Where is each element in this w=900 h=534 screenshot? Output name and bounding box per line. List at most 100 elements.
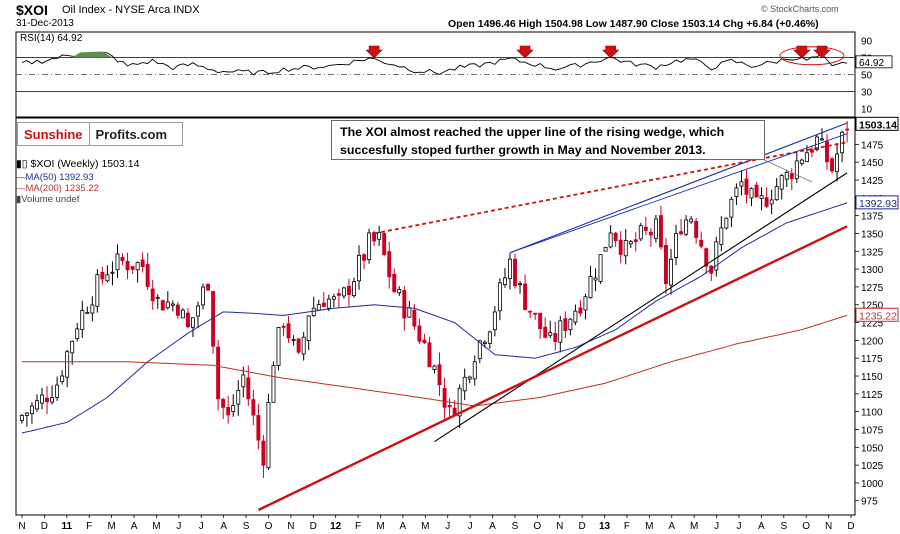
x-tick-label: A: [489, 521, 496, 532]
candle-body: [674, 233, 678, 258]
x-tick-label: J: [199, 521, 204, 532]
candle-body: [482, 341, 487, 344]
x-tick-label: O: [533, 521, 541, 532]
x-tick-label: J: [468, 521, 473, 532]
price-panel: 975 1000 1025 1050 1075 1100 1125 1150 1175 1200 1…: [15, 116, 899, 516]
candle-body: [326, 298, 331, 309]
candle-body: [583, 296, 588, 311]
annotation-box: The XOI almost reached the upper line of…: [331, 120, 765, 160]
x-tick-label: N: [287, 521, 294, 532]
candle-body: [256, 415, 261, 441]
candle-body: [145, 264, 150, 287]
ma200-badge: [855, 307, 899, 322]
x-tick-label: F: [624, 521, 630, 532]
candle-body: [623, 239, 628, 257]
x-tick-label: M: [690, 521, 698, 532]
candle-body: [367, 232, 372, 260]
candle-body: [407, 307, 412, 318]
trendline-wedge-upper: [509, 122, 848, 254]
trendline-wedge-upper-2: [509, 133, 848, 254]
candle-body: [75, 328, 80, 339]
x-tick-label: N: [18, 521, 25, 532]
candle-body: [658, 215, 663, 248]
candle-icon: ▮▯: [16, 158, 28, 170]
trendline-wedge-lower: [434, 172, 848, 443]
ma50-badge: [855, 195, 899, 210]
candle-body: [538, 312, 543, 330]
x-tick-label: N: [556, 521, 563, 532]
candle-body: [150, 288, 155, 302]
candle-body: [467, 376, 472, 380]
rsi-line: [21, 52, 848, 76]
y-tick-label: 1325: [861, 247, 884, 258]
ma50-line: [21, 202, 848, 434]
candle-body: [276, 327, 281, 366]
candles: [19, 120, 850, 478]
ma200-line: [21, 314, 848, 407]
candle-body: [331, 296, 336, 300]
down-arrow-icon: [516, 45, 534, 59]
y-tick-label: 975: [861, 497, 878, 508]
y-tick-label: 1475: [861, 140, 884, 151]
candle-body: [487, 331, 492, 344]
candle-body: [341, 287, 346, 297]
candle-body: [301, 336, 306, 355]
x-tick-label: J: [736, 521, 741, 532]
candle-body: [65, 351, 70, 378]
x-tick-label: N: [825, 521, 832, 532]
candle-body: [789, 173, 794, 179]
y-tick-label: 1200: [861, 336, 884, 347]
legend-ma200: —MA(200) 1235.22: [16, 183, 99, 194]
ma200-badge-text: 1235.22: [859, 310, 897, 322]
y-tick-label: 1450: [861, 158, 884, 169]
candle-body: [764, 197, 769, 207]
candle-body: [115, 253, 120, 271]
candle-body: [830, 158, 834, 172]
candle-body: [804, 152, 809, 163]
candle-body: [24, 412, 29, 416]
candle-body: [588, 276, 593, 298]
candle-body: [382, 233, 387, 255]
candle-body: [427, 342, 432, 368]
candle-body: [694, 221, 699, 238]
x-tick-label: 11: [62, 521, 73, 532]
x-tick-label: J: [176, 521, 181, 532]
candle-body: [462, 376, 467, 392]
candle-body: [754, 184, 759, 198]
candle-body: [724, 217, 729, 229]
candle-body: [835, 153, 840, 173]
candle-body: [392, 273, 397, 293]
candle-body: [553, 333, 558, 343]
ma50-badge-text: 1392.93: [859, 198, 897, 210]
candle-body: [492, 311, 497, 331]
candle-body: [739, 181, 744, 187]
y-tick-label: 1150: [861, 372, 883, 383]
candle-body: [236, 389, 241, 405]
candle-body: [784, 171, 789, 180]
down-arrow-icon: [365, 45, 383, 59]
trendline-support: [257, 225, 848, 512]
x-tick-label: M: [152, 521, 160, 532]
candle-body: [155, 296, 160, 299]
candle-body: [558, 320, 563, 343]
candle-body: [175, 304, 180, 316]
candle-body: [518, 283, 523, 286]
annotation-pointer: [759, 157, 813, 183]
candle-body: [336, 293, 341, 296]
y-tick-label: 1375: [861, 212, 884, 223]
candle-body: [241, 374, 246, 388]
candle-body: [523, 283, 528, 311]
candle-body: [573, 310, 578, 323]
candle-body: [261, 440, 266, 466]
x-tick-label: O: [265, 521, 273, 532]
candle-body: [417, 325, 422, 342]
candle-body: [618, 239, 623, 255]
candle-body: [352, 281, 356, 297]
down-arrow-icon: [601, 45, 620, 59]
x-tick-label: D: [579, 521, 586, 532]
x-tick-label: D: [310, 521, 317, 532]
candle-body: [442, 387, 447, 408]
rsi-tick-label: 50: [861, 71, 873, 82]
x-tick-label: M: [107, 521, 115, 532]
